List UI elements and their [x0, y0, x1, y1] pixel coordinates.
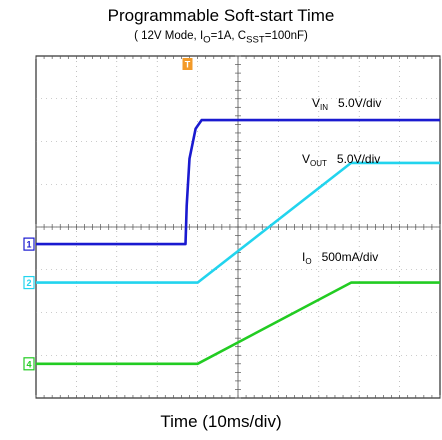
channel-marker-1-icon	[23, 237, 35, 251]
trace-vin	[36, 118, 440, 246]
subtitle-sub-o: O	[203, 34, 211, 46]
subtitle-part-2: =1A, C	[210, 30, 247, 42]
trace-label-vout: VOUT 5.0V/div	[302, 152, 380, 168]
trace-vout	[36, 161, 440, 284]
subtitle-part-1: ( 12V Mode, I	[134, 30, 204, 42]
trace-label-vin: VIN 5.0V/div	[312, 96, 381, 112]
trigger-marker-icon	[182, 58, 193, 70]
channel-marker-4-icon	[23, 357, 35, 371]
subtitle-part-3: =100nF)	[264, 30, 308, 42]
x-axis-label: Time (10ms/div)	[160, 412, 282, 431]
channel-marker-4-label: 4	[26, 359, 31, 369]
subtitle-sub-sst: SST	[246, 34, 265, 46]
trace-label-io: IO 500mA/div	[302, 250, 378, 266]
chart-subtitle: ( 12V Mode, IO=1A, CSST=100nF)	[0, 30, 442, 45]
trace-io	[36, 281, 440, 366]
chart-title: Programmable Soft-start Time	[107, 6, 335, 25]
channel-marker-2-label: 2	[26, 278, 31, 288]
trigger-marker-label: T	[185, 60, 191, 70]
channel-marker-1-label: 1	[26, 240, 31, 250]
channel-marker-2-icon	[23, 275, 35, 290]
